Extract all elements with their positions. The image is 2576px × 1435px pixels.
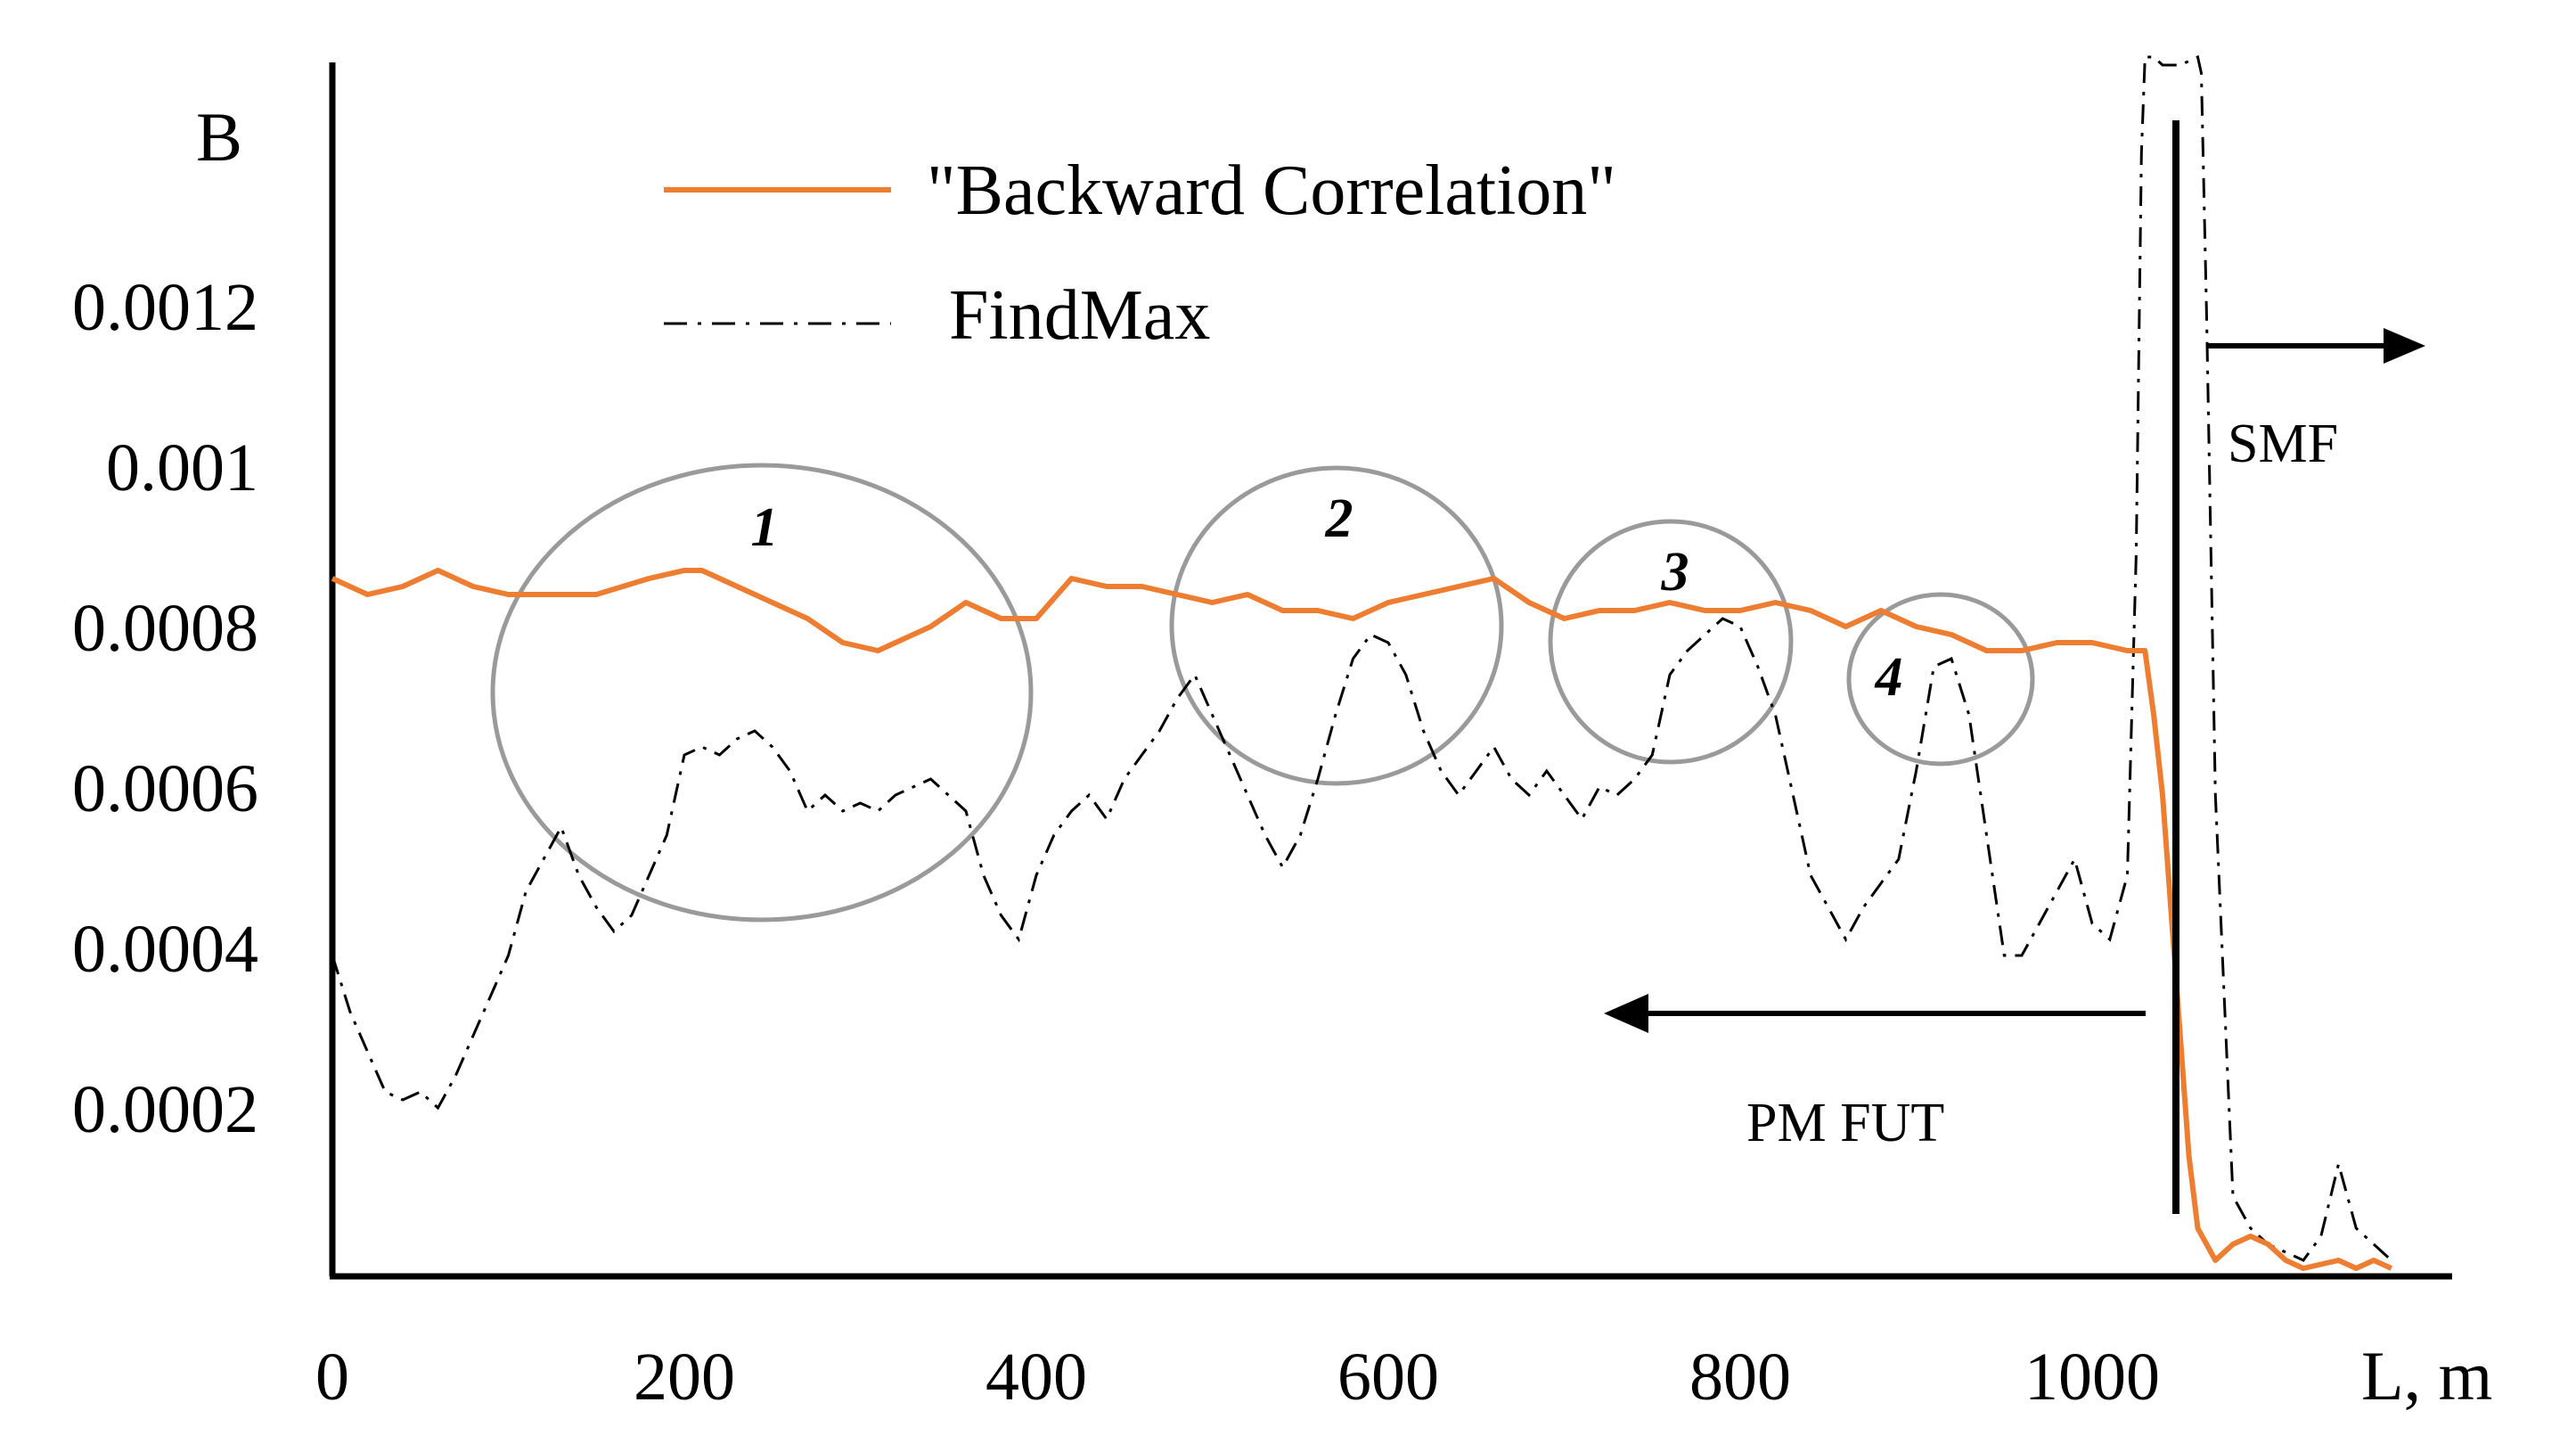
highlight-circles: 1 2 3 4 <box>490 463 2035 922</box>
highlight-circle-3 <box>1548 519 1794 765</box>
circle-label-3: 3 <box>1661 542 1689 603</box>
highlight-circle-2 <box>1169 465 1504 786</box>
smf-label: SMF <box>2228 414 2338 474</box>
y-tick-label: 0.0006 <box>72 751 258 826</box>
y-tick-label: 0.0012 <box>72 270 258 345</box>
circle-label-1: 1 <box>751 497 779 558</box>
circle-label-4: 4 <box>1875 647 1903 708</box>
y-axis-title: B <box>196 98 242 176</box>
y-tick-label: 0.0004 <box>72 912 258 987</box>
legend: "Backward Correlation" FindMax <box>664 152 1616 355</box>
legend-label-findmax: FindMax <box>949 276 1210 355</box>
series-line-backward-correlation <box>331 568 2393 1271</box>
circle-label-2: 2 <box>1325 488 1353 549</box>
x-tick-label: 0 <box>315 1340 349 1414</box>
x-tick-label: 400 <box>985 1340 1087 1414</box>
smf-arrow <box>2208 328 2425 364</box>
x-tick-label: 800 <box>1689 1340 1791 1414</box>
x-tick-label: 600 <box>1337 1340 1439 1414</box>
highlight-circle-1 <box>490 463 1034 922</box>
x-axis-title: L, m <box>2361 1337 2492 1414</box>
y-tick-label: 0.001 <box>106 430 258 505</box>
y-tick-label: 0.0002 <box>72 1072 258 1147</box>
x-tick-label: 200 <box>634 1340 735 1414</box>
highlight-circle-4 <box>1846 592 2035 767</box>
pmfut-arrow <box>1604 994 2146 1033</box>
y-tick-label: 0.0008 <box>72 591 258 666</box>
series-line-findmax <box>331 54 2392 1262</box>
pmfut-label: PM FUT <box>1746 1093 1944 1153</box>
legend-label-backward-correlation: "Backward Correlation" <box>927 152 1616 230</box>
x-tick-label: 1000 <box>2024 1340 2160 1414</box>
